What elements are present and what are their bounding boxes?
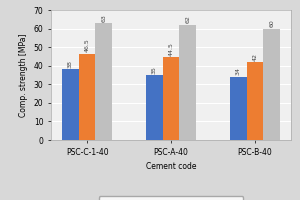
Text: 42: 42 bbox=[252, 53, 257, 61]
Bar bbox=[179, 25, 196, 140]
Text: 35: 35 bbox=[152, 66, 157, 74]
Bar bbox=[146, 75, 163, 140]
Bar bbox=[79, 54, 95, 140]
Bar bbox=[247, 62, 263, 140]
Bar bbox=[163, 57, 179, 140]
Bar bbox=[95, 23, 112, 140]
Text: 34: 34 bbox=[236, 67, 241, 75]
Text: 62: 62 bbox=[185, 15, 190, 23]
Y-axis label: Comp. strength [MPa]: Comp. strength [MPa] bbox=[19, 33, 28, 117]
Text: 38: 38 bbox=[68, 60, 73, 68]
Legend: 3-Days, 7-Days, 28-Days: 3-Days, 7-Days, 28-Days bbox=[99, 196, 243, 200]
Text: 60: 60 bbox=[269, 19, 274, 27]
X-axis label: Cement code: Cement code bbox=[146, 162, 196, 171]
Bar bbox=[230, 77, 247, 140]
Text: 63: 63 bbox=[101, 14, 106, 22]
Bar bbox=[263, 29, 280, 140]
Bar bbox=[62, 69, 79, 140]
Text: 44.5: 44.5 bbox=[169, 42, 173, 56]
Text: 46.5: 46.5 bbox=[85, 38, 90, 52]
